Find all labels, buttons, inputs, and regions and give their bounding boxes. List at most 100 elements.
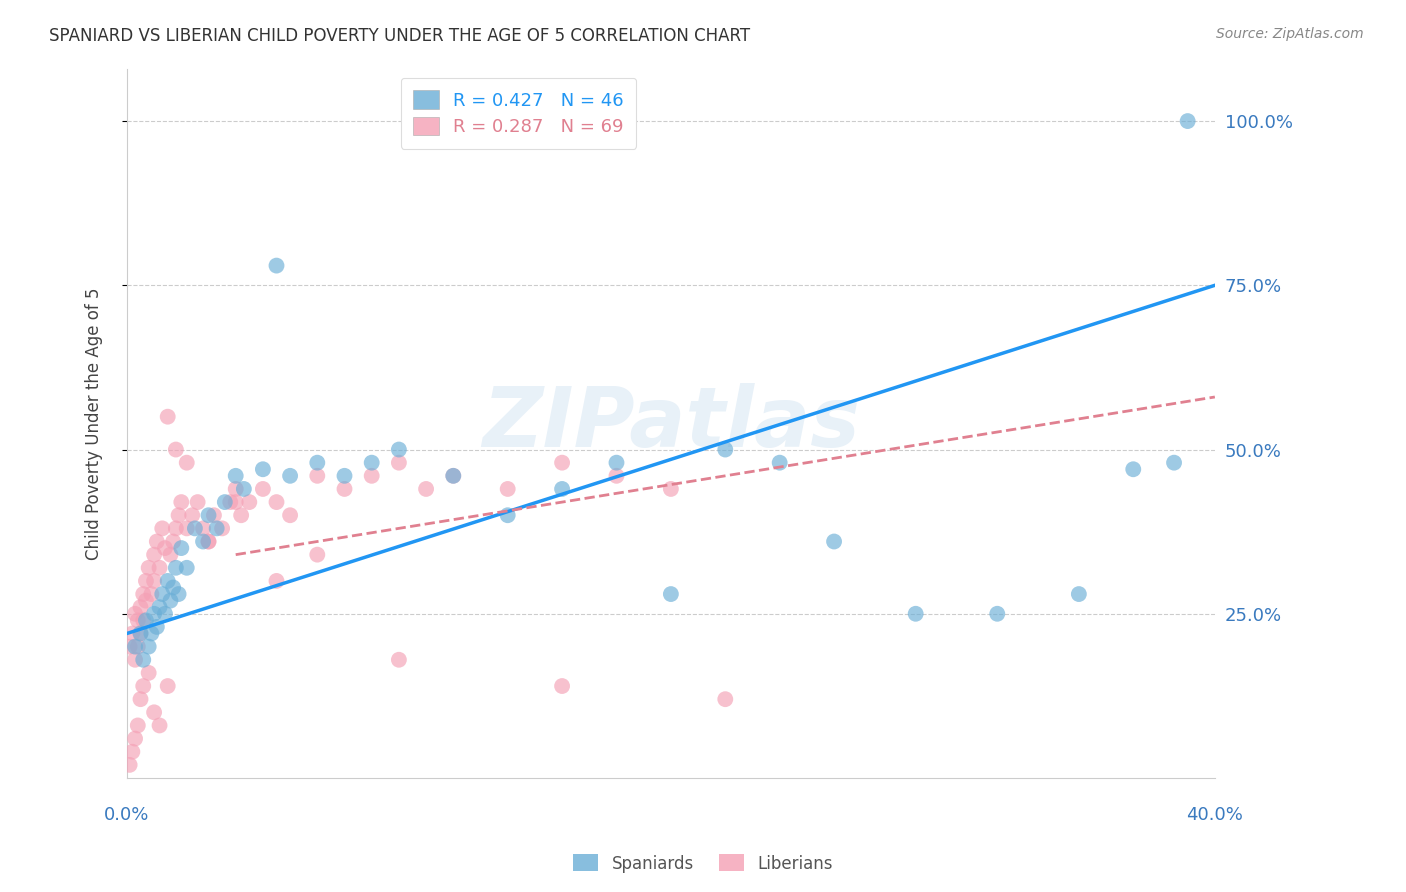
Point [127,640,149,654]
Point [307,456,329,470]
Point [252,462,274,476]
Point [1122,462,1144,476]
Point [141,626,163,640]
Point [551,679,574,693]
Point [225,495,247,509]
Point [129,600,152,615]
Point [167,508,190,523]
Point [176,456,198,470]
Point [143,548,166,562]
Point [197,534,219,549]
Point [769,456,792,470]
Point [135,574,157,588]
Point [132,679,155,693]
Point [143,574,166,588]
Legend: R = 0.427   N = 46, R = 0.287   N = 69: R = 0.427 N = 46, R = 0.287 N = 69 [401,78,637,149]
Point [135,593,157,607]
Point [205,521,228,535]
Point [605,456,627,470]
Point [138,640,160,654]
Point [124,653,146,667]
Point [496,508,519,523]
Point [714,692,737,706]
Point [415,482,437,496]
Point [167,587,190,601]
Point [159,548,181,562]
Point [823,534,845,549]
Text: ZIPatlas: ZIPatlas [482,383,860,464]
Point [156,679,179,693]
Point [146,620,169,634]
Point [148,718,170,732]
Point [360,456,382,470]
Point [659,587,682,601]
Point [197,534,219,549]
Point [441,468,464,483]
Point [388,653,411,667]
Point [388,442,411,457]
Point [124,731,146,746]
Point [121,626,143,640]
Point [146,534,169,549]
Point [165,442,187,457]
Point [127,613,149,627]
Point [150,587,173,601]
Point [278,508,301,523]
Point [150,521,173,535]
Text: Source: ZipAtlas.com: Source: ZipAtlas.com [1216,27,1364,41]
Point [165,561,187,575]
Point [176,561,198,575]
Point [124,640,146,654]
Point [307,548,329,562]
Point [156,574,179,588]
Point [132,587,155,601]
Point [214,495,236,509]
Point [333,468,356,483]
Point [156,409,179,424]
Point [138,561,160,575]
Point [129,626,152,640]
Point [252,482,274,496]
Point [191,534,214,549]
Point [162,534,184,549]
Text: 0.0%: 0.0% [104,806,149,824]
Point [266,574,288,588]
Text: SPANIARD VS LIBERIAN CHILD POVERTY UNDER THE AGE OF 5 CORRELATION CHART: SPANIARD VS LIBERIAN CHILD POVERTY UNDER… [49,27,751,45]
Point [124,607,146,621]
Point [904,607,927,621]
Point [162,581,184,595]
Text: 40.0%: 40.0% [1187,806,1243,824]
Point [135,613,157,627]
Point [225,468,247,483]
Point [187,495,209,509]
Point [659,482,682,496]
Point [153,607,176,621]
Point [231,508,253,523]
Point [496,482,519,496]
Point [138,665,160,680]
Point [181,508,204,523]
Point [132,653,155,667]
Point [170,541,193,555]
Point [278,468,301,483]
Point [176,521,198,535]
Legend: Spaniards, Liberians: Spaniards, Liberians [567,847,839,880]
Point [266,259,288,273]
Point [118,640,141,654]
Point [141,587,163,601]
Point [266,495,288,509]
Point [129,692,152,706]
Point [191,521,214,535]
Point [143,607,166,621]
Point [153,541,176,555]
Point [986,607,1008,621]
Point [1177,114,1199,128]
Point [184,521,207,535]
Point [197,508,219,523]
Point [307,468,329,483]
Point [129,626,152,640]
Point [225,482,247,496]
Point [219,495,242,509]
Point [1067,587,1090,601]
Point [388,456,411,470]
